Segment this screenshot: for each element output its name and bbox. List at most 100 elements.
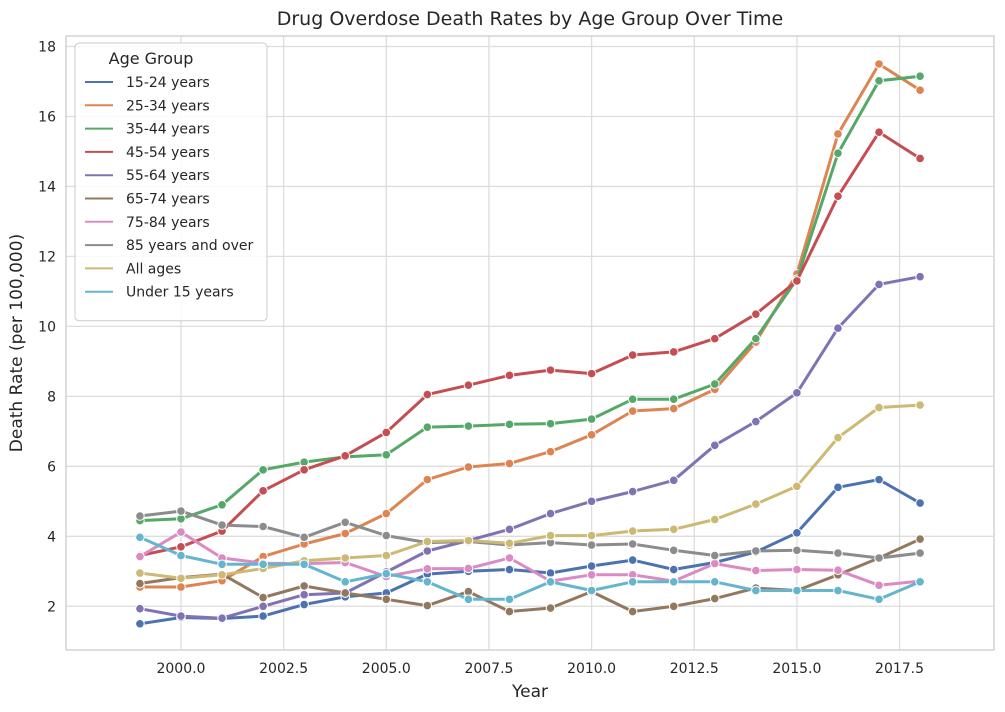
data-point xyxy=(422,600,433,611)
data-point xyxy=(258,486,268,496)
legend-item: All ages xyxy=(85,261,181,277)
data-point xyxy=(668,394,679,404)
data-point xyxy=(463,594,474,605)
data-point xyxy=(176,506,186,516)
data-point xyxy=(135,568,145,578)
x-tick-label: 2000.0 xyxy=(156,661,205,677)
data-point xyxy=(668,403,679,414)
legend-title: Age Group xyxy=(109,49,194,68)
legend-items: 15-24 years 25-34 years 35-44 years 45-54 y… xyxy=(85,75,253,301)
data-point xyxy=(217,559,227,570)
data-point xyxy=(833,482,843,493)
data-point xyxy=(709,576,720,587)
series-line xyxy=(138,535,922,601)
data-point xyxy=(381,508,392,519)
data-point xyxy=(504,524,515,535)
legend-label: 35-44 years xyxy=(126,122,210,138)
data-point xyxy=(751,499,761,509)
data-point xyxy=(299,465,309,475)
legend-label: 85 years and over xyxy=(126,238,253,254)
legend-item: 45-54 years xyxy=(85,145,210,161)
data-point xyxy=(586,569,597,580)
data-point xyxy=(874,402,884,413)
data-point xyxy=(709,550,720,561)
x-tick-labels: 2000.0 2002.5 2005.0 2007.5 2010.0 2012.5 2015… xyxy=(156,661,924,677)
data-point xyxy=(545,365,556,375)
data-point xyxy=(668,475,679,486)
y-tick-labels: 2 4 6 8 10 12 14 16 18 xyxy=(38,39,56,615)
data-point xyxy=(915,534,925,544)
legend-label: 65-74 years xyxy=(126,192,210,208)
data-point xyxy=(340,528,351,539)
data-point xyxy=(463,535,474,546)
data-point xyxy=(792,545,802,556)
data-point xyxy=(833,565,843,576)
data-point xyxy=(627,539,638,549)
data-point xyxy=(792,585,802,596)
data-point xyxy=(627,606,638,617)
data-point xyxy=(751,333,761,344)
series-line xyxy=(138,403,922,580)
data-point xyxy=(833,148,843,159)
data-point xyxy=(545,530,556,541)
data-point xyxy=(545,568,556,578)
x-tick-label: 2002.5 xyxy=(259,661,308,677)
data-point xyxy=(627,394,638,404)
data-point xyxy=(751,309,761,319)
data-point xyxy=(586,540,597,550)
data-point xyxy=(709,558,720,569)
legend-item: 75-84 years xyxy=(85,215,210,231)
legend-item: 35-44 years xyxy=(85,122,210,138)
data-point xyxy=(627,406,638,416)
x-tick-label: 2007.5 xyxy=(464,661,513,677)
data-point xyxy=(381,530,392,541)
data-point xyxy=(340,553,351,563)
data-point xyxy=(874,279,884,290)
data-point xyxy=(668,564,679,575)
data-point xyxy=(792,388,802,398)
data-point xyxy=(874,75,884,86)
data-point xyxy=(915,153,925,164)
data-point xyxy=(340,588,351,598)
data-point xyxy=(135,532,145,543)
data-point xyxy=(586,414,597,424)
data-point xyxy=(586,496,597,507)
data-point xyxy=(258,611,268,621)
series-group xyxy=(135,71,925,526)
data-point xyxy=(709,514,720,525)
y-tick-label: 14 xyxy=(38,179,56,195)
legend-label: 55-64 years xyxy=(126,168,210,184)
x-tick-label: 2017.5 xyxy=(875,661,924,677)
data-point xyxy=(545,446,556,457)
data-point xyxy=(176,527,186,537)
data-point xyxy=(176,582,186,592)
data-point xyxy=(217,613,227,623)
data-point xyxy=(709,593,720,604)
data-point xyxy=(340,576,351,587)
data-point xyxy=(504,370,515,381)
y-tick-label: 2 xyxy=(47,599,56,615)
data-point xyxy=(545,418,556,429)
data-point xyxy=(668,601,679,612)
data-point xyxy=(792,481,802,492)
data-point xyxy=(258,559,268,570)
legend-box xyxy=(74,42,268,322)
data-point xyxy=(874,59,884,69)
data-point xyxy=(874,553,884,563)
legend-item: 85 years and over xyxy=(85,238,253,254)
data-point xyxy=(586,530,597,541)
x-axis-title: Year xyxy=(511,682,548,702)
x-tick-label: 2015.0 xyxy=(772,661,821,677)
data-point xyxy=(545,508,556,519)
data-point xyxy=(176,541,186,552)
data-point xyxy=(504,419,515,430)
data-point xyxy=(176,550,186,561)
y-tick-label: 8 xyxy=(47,389,56,405)
y-tick-label: 18 xyxy=(38,39,56,55)
legend-label: 45-54 years xyxy=(126,145,210,161)
data-point xyxy=(504,564,515,575)
plot-frame xyxy=(65,35,995,651)
data-point xyxy=(833,129,843,139)
y-tick-label: 4 xyxy=(47,529,56,545)
